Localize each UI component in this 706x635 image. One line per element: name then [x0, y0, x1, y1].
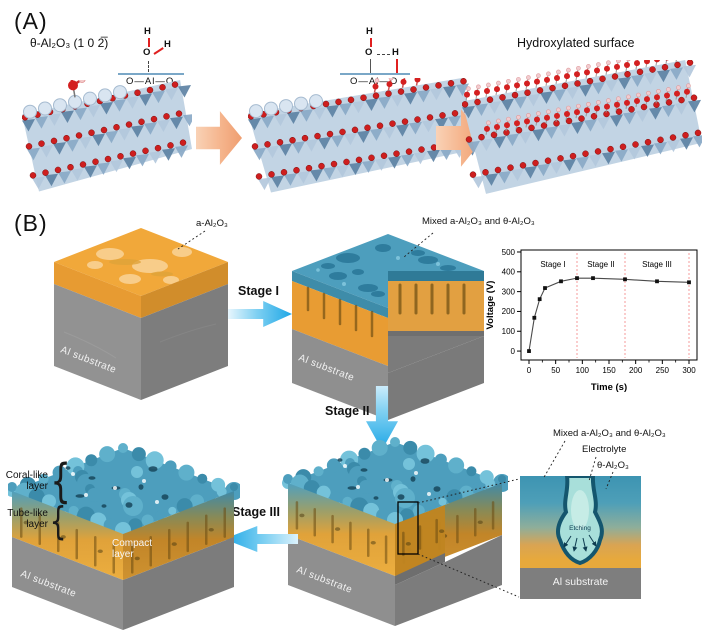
hydrogen-dashed-bond [377, 54, 390, 55]
compact-layer-label: Compact layer [112, 538, 153, 560]
panel-a-label: (A) [14, 8, 48, 34]
substrate-left [288, 535, 395, 626]
oh-bond [370, 38, 372, 47]
cube-stage2: Al substrate [282, 437, 508, 626]
theta-alumina-formula: θ-Al₂O₃ (1 0 2̅) [30, 36, 109, 50]
etching-pore-graphic: Etching [555, 476, 604, 566]
h-atom-label: H [144, 26, 151, 37]
etching-label: Etching [569, 525, 591, 532]
svg-text:Stage I: Stage I [540, 260, 565, 269]
stage-1-label: Stage I [238, 284, 279, 298]
stage-2-label: Stage II [325, 404, 370, 418]
h-atom-label: H [366, 26, 373, 37]
o-atom-label: O [143, 47, 151, 58]
svg-text:50: 50 [551, 366, 560, 375]
panel-b-label: (B) [14, 210, 48, 236]
svg-text:500: 500 [502, 248, 516, 257]
inset-mixed-label: Mixed a-Al₂O₃ and θ-Al₂O₃ [553, 428, 666, 439]
svg-text:0: 0 [527, 366, 532, 375]
svg-text:0: 0 [511, 347, 516, 356]
o-al-dashed-bond [148, 61, 149, 72]
h-o-bond [396, 59, 398, 73]
substrate-right [141, 284, 228, 400]
oh-bond [148, 38, 150, 47]
water-molecule-diagram-1: H O H O—Al—O [118, 26, 184, 88]
svg-text:Voltage (V): Voltage (V) [485, 281, 496, 330]
svg-text:150: 150 [602, 366, 616, 375]
substrate-right [123, 537, 234, 630]
pore-zoom-inset: Etching Al substrate [520, 476, 641, 599]
a-alumina-label: a-Al₂O₃ [196, 218, 228, 229]
surface-line [340, 73, 410, 75]
oxide-band-left [54, 262, 141, 318]
surface-atoms-label: O—Al—O [350, 76, 399, 87]
substrate-left [54, 284, 141, 400]
cube-stage3: Al substrate [8, 443, 240, 630]
h-atom-label: H [164, 39, 171, 50]
notch-wall-blue [388, 271, 484, 281]
crystal-structure-hydroxylated [462, 60, 702, 194]
crystal-structure-initial [22, 80, 192, 192]
inset-substrate-band: Al substrate [520, 568, 641, 599]
svg-text:400: 400 [502, 268, 516, 277]
svg-text:300: 300 [682, 366, 696, 375]
surface-line [118, 73, 184, 75]
notch-wall-oxide [388, 281, 484, 331]
stage-1-arrow [228, 301, 292, 327]
svg-text:100: 100 [502, 327, 516, 336]
svg-text:Stage III: Stage III [642, 260, 672, 269]
substrate-left [12, 537, 123, 630]
o-al-bond [370, 59, 371, 73]
mixed-layer-left [292, 271, 388, 318]
tube-layer-brace: { [49, 499, 67, 543]
voltage-line [528, 277, 690, 352]
svg-text:300: 300 [502, 287, 516, 296]
coral-layer-brace: { [50, 454, 71, 508]
oh-bond [153, 47, 164, 55]
cube-stage1: Al substrate [292, 234, 484, 420]
hydroxylated-surface-label: Hydroxylated surface [517, 36, 635, 50]
inset-theta-alumina-label: θ-Al₂O₃ [597, 460, 629, 471]
mixed-alumina-label: Mixed a-Al₂O₃ and θ-Al₂O₃ [422, 216, 535, 227]
svg-text:250: 250 [656, 366, 670, 375]
water-molecule-diagram-2: H O H O—Al—O [340, 26, 412, 88]
surface-atoms-label: O—Al—O [126, 76, 175, 87]
oxide-band-right [141, 262, 228, 318]
svg-text:Stage II: Stage II [587, 260, 615, 269]
inset-electrolyte-label: Electrolyte [582, 444, 627, 455]
reaction-arrow-1 [196, 111, 242, 165]
voltage-time-chart: 0 50 100 150 200 250 300 0 100 200 300 400 500 Stage … [483, 240, 706, 398]
substrate-right [388, 336, 484, 420]
svg-text:200: 200 [502, 307, 516, 316]
cube-pristine: Al substrate [54, 228, 228, 400]
svg-text:Time (s): Time (s) [591, 382, 627, 393]
svg-text:200: 200 [629, 366, 643, 375]
svg-text:100: 100 [576, 366, 590, 375]
tube-layer-label: Tube-like layer [7, 508, 48, 530]
voltage-time-plot: 0 50 100 150 200 250 300 0 100 200 300 400 500 Stage … [485, 248, 698, 393]
h-atom-label: H [392, 47, 399, 58]
stage-3-label: Stage III [232, 505, 280, 519]
coral-layer-label: Coral-like layer [5, 470, 48, 492]
substrate-left [292, 329, 388, 420]
inset-al-substrate-label: Al substrate [552, 576, 609, 588]
o-atom-label: O [365, 47, 373, 58]
